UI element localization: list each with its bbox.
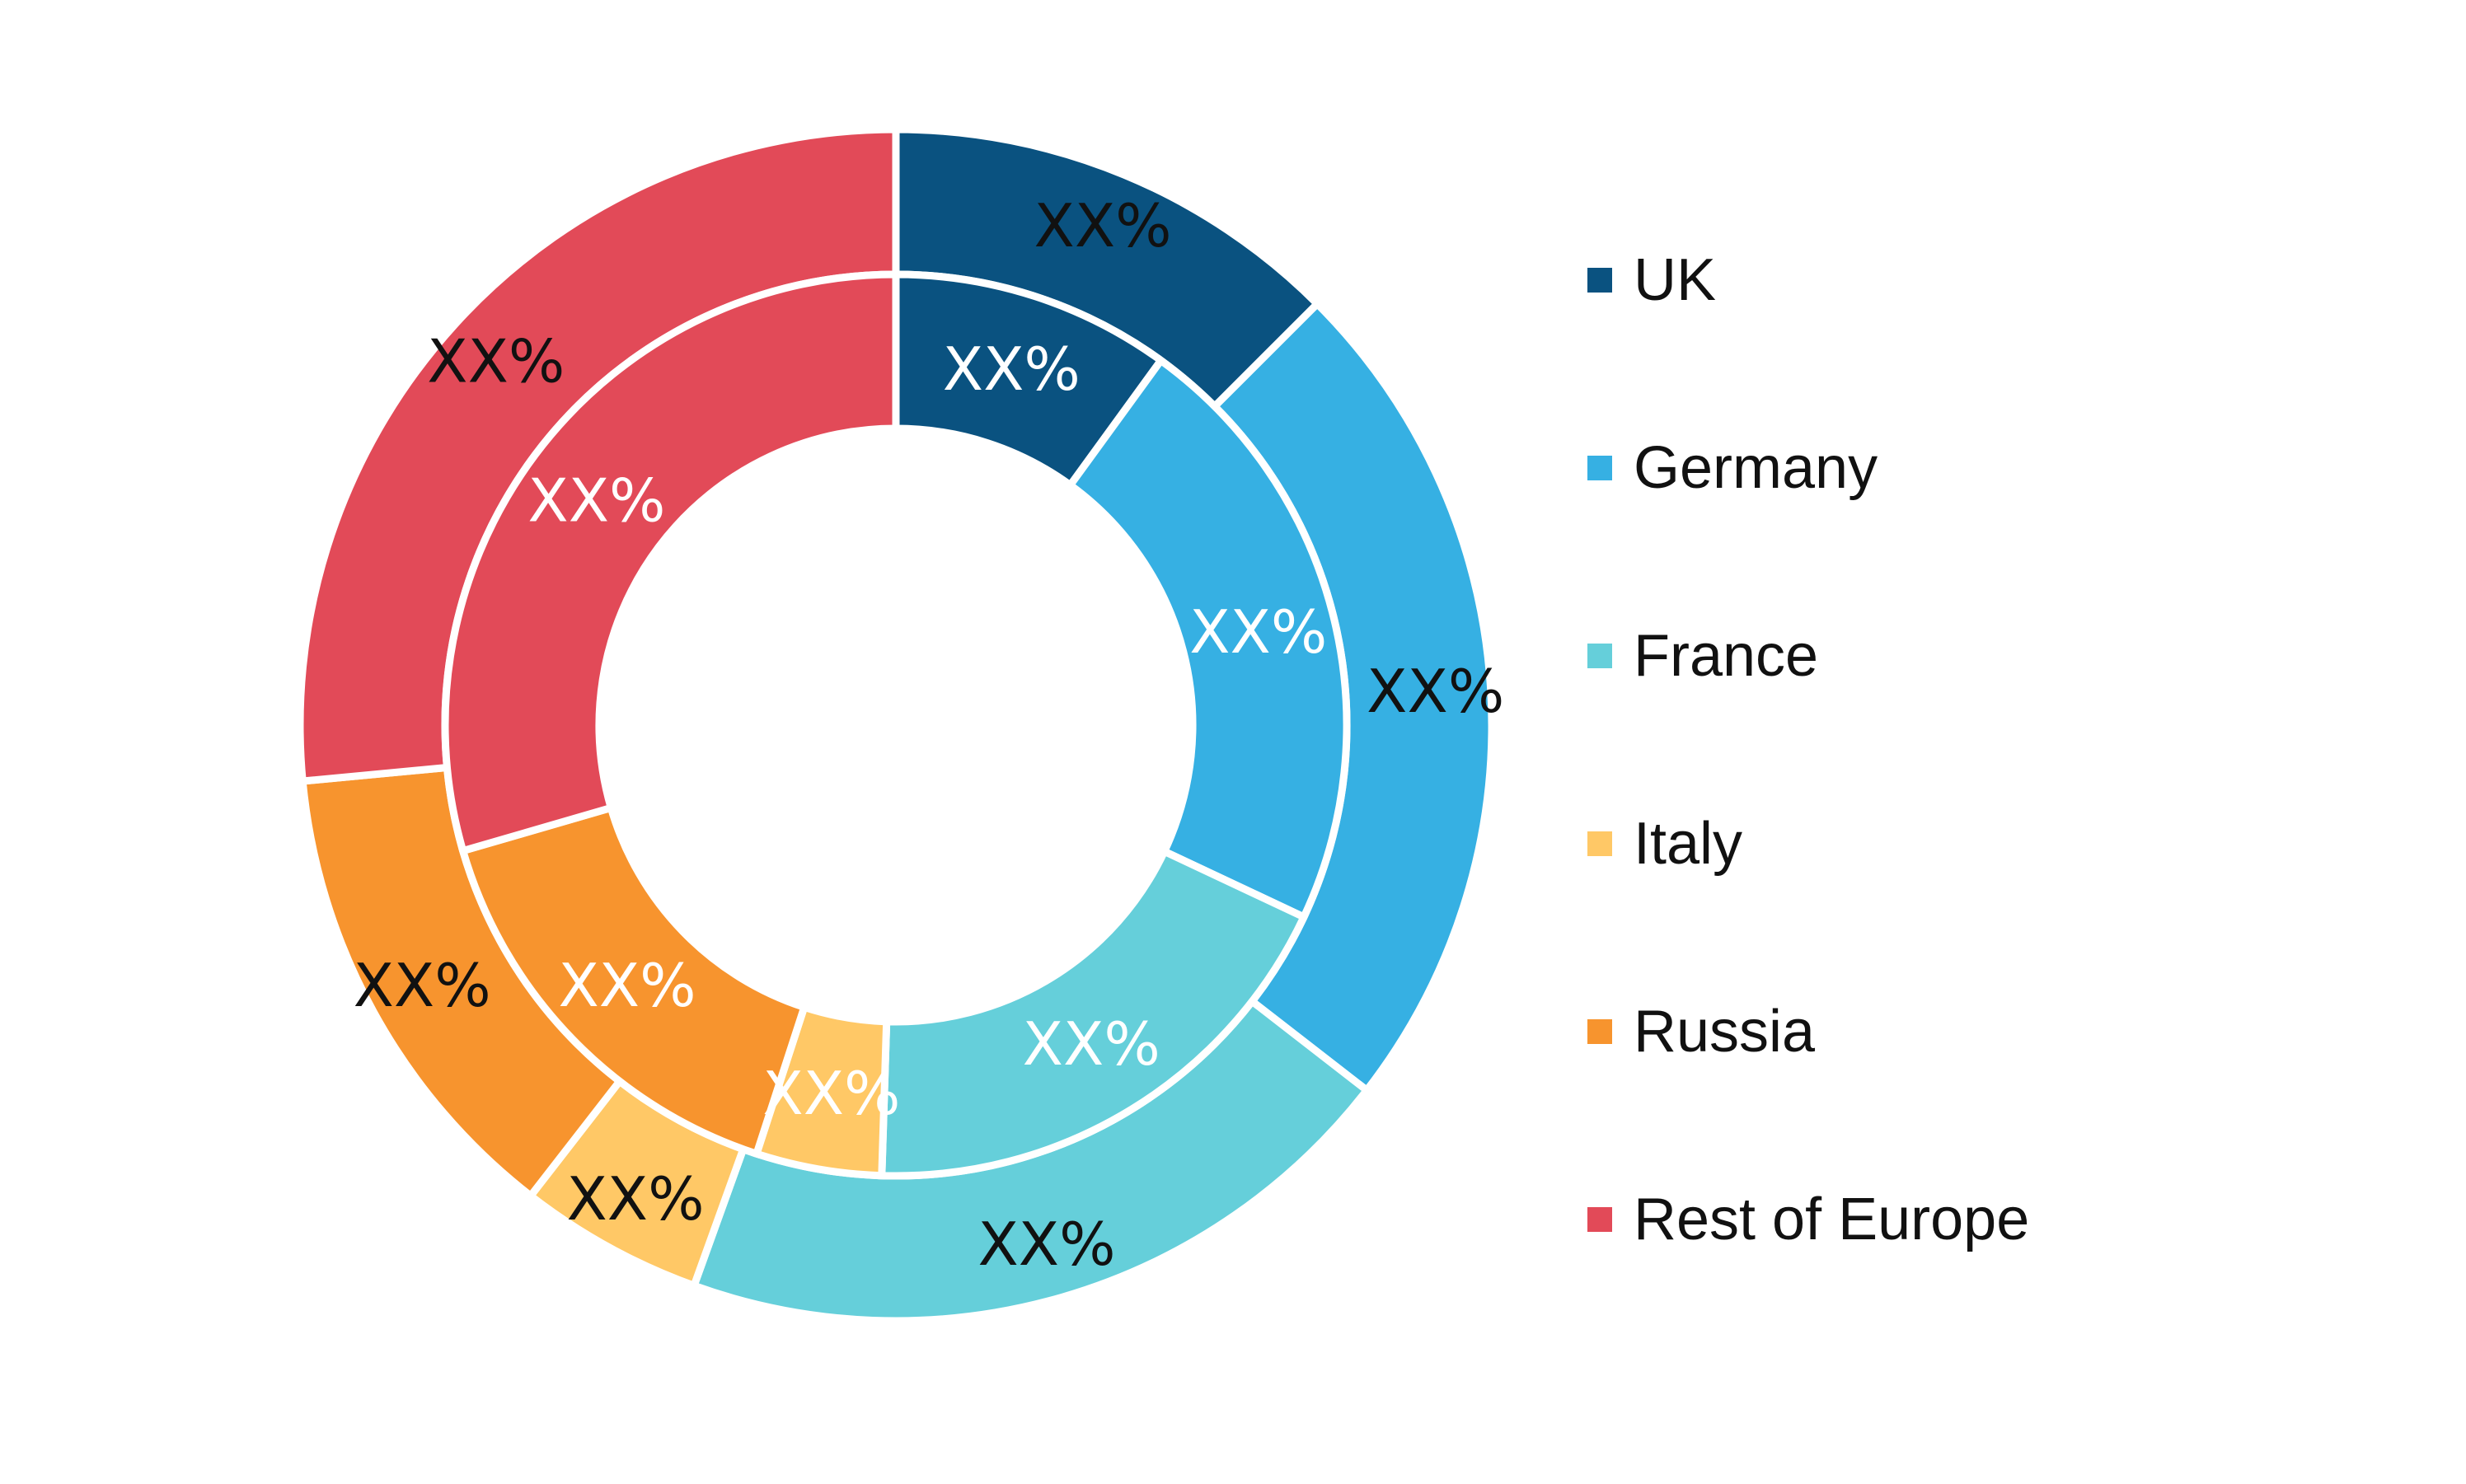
inner-slice-russia <box>458 803 809 1159</box>
legend-swatch-germany <box>1587 456 1612 480</box>
outer-label-russia: XX% <box>354 951 491 1020</box>
legend-item-russia: Russia <box>1587 990 1815 1073</box>
inner-label-germany: XX% <box>1189 597 1327 667</box>
legend-swatch-uk <box>1587 268 1612 293</box>
inner-label-russia: XX% <box>558 951 696 1020</box>
legend-item-germany: Germany <box>1587 427 1878 509</box>
legend-label-germany: Germany <box>1634 435 1878 501</box>
legend-label-france: France <box>1634 623 1819 689</box>
slice-labels: XX% XX% XX% XX% XX% XX% XX% XX% XX% XX% XX% XX% <box>354 191 1505 1279</box>
inner-slice-rest-of-europe <box>441 270 900 856</box>
legend-swatch-italy <box>1587 831 1612 856</box>
legend-swatch-rest-of-europe <box>1587 1207 1612 1232</box>
inner-label-rest-of-europe: XX% <box>527 466 665 535</box>
inner-label-italy: XX% <box>762 1059 900 1128</box>
inner-ring <box>441 270 1351 1180</box>
inner-label-uk: XX% <box>943 335 1081 404</box>
inner-label-france: XX% <box>1023 1009 1160 1079</box>
legend-item-france: France <box>1587 615 1818 697</box>
legend-item-italy: Italy <box>1587 803 1742 885</box>
legend-item-rest-of-europe: Rest of Europe <box>1587 1178 2029 1261</box>
legend-swatch-russia <box>1587 1019 1612 1044</box>
legend-label-russia: Russia <box>1634 999 1816 1065</box>
legend-label-uk: UK <box>1634 247 1717 313</box>
outer-label-rest-of-europe: XX% <box>427 327 565 396</box>
outer-label-germany: XX% <box>1367 657 1504 726</box>
legend-label-rest-of-europe: Rest of Europe <box>1634 1187 2030 1252</box>
inner-slice-france <box>878 846 1309 1180</box>
inner-slice-germany <box>1065 355 1351 922</box>
legend-item-uk: UK <box>1587 239 1716 321</box>
outer-ring <box>296 125 1496 1325</box>
outer-label-uk: XX% <box>1034 191 1172 260</box>
legend-swatch-france <box>1587 644 1612 668</box>
outer-label-france: XX% <box>977 1210 1115 1279</box>
legend-label-italy: Italy <box>1634 811 1743 877</box>
outer-label-italy: XX% <box>566 1164 704 1234</box>
